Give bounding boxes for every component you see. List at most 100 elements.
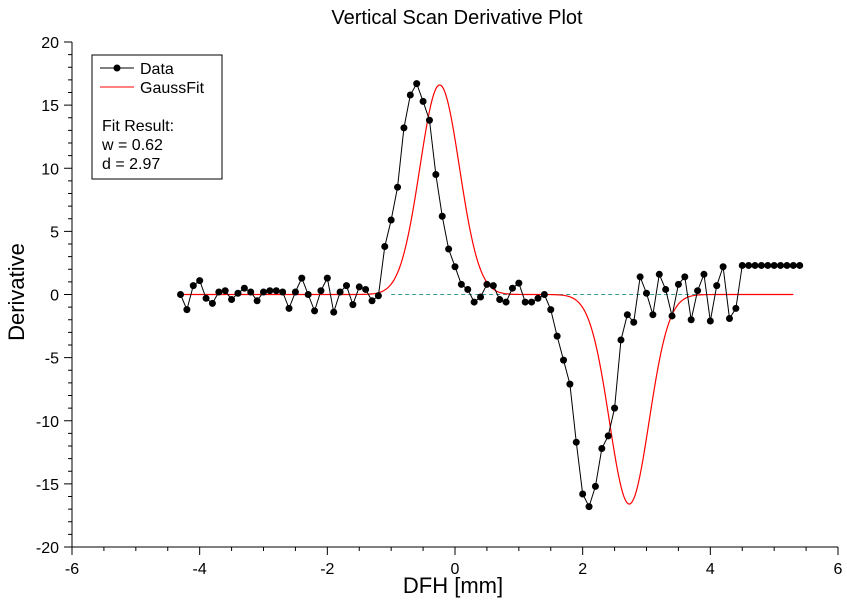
legend-data-label: Data bbox=[140, 61, 174, 78]
data-point bbox=[534, 294, 542, 302]
data-point bbox=[540, 291, 548, 298]
data-point bbox=[406, 91, 414, 99]
data-point bbox=[355, 283, 363, 291]
data-point bbox=[457, 280, 465, 288]
data-point bbox=[464, 285, 472, 293]
y-tick-label: -20 bbox=[36, 540, 59, 557]
data-point bbox=[770, 261, 778, 269]
data-point bbox=[202, 294, 210, 302]
data-point bbox=[330, 308, 338, 316]
data-line bbox=[180, 82, 800, 508]
data-point bbox=[630, 318, 638, 326]
data-point bbox=[617, 336, 625, 344]
data-point bbox=[317, 287, 325, 295]
y-tick-label: 15 bbox=[41, 98, 59, 115]
data-point bbox=[483, 280, 491, 288]
data-point bbox=[572, 438, 580, 446]
y-tick-label: -10 bbox=[36, 414, 59, 431]
fit-w-text: w = 0.62 bbox=[101, 137, 163, 154]
data-point bbox=[183, 306, 191, 314]
x-tick-label: 4 bbox=[706, 561, 715, 578]
data-point bbox=[655, 270, 663, 278]
data-point bbox=[738, 261, 746, 269]
data-point bbox=[796, 261, 804, 269]
data-point bbox=[196, 277, 204, 285]
data-point bbox=[694, 287, 702, 295]
data-point bbox=[381, 243, 389, 251]
data-point bbox=[432, 171, 440, 179]
data-point bbox=[489, 282, 497, 290]
y-tick-label: -5 bbox=[45, 351, 59, 368]
data-point bbox=[560, 356, 568, 364]
data-point bbox=[177, 291, 185, 298]
data-point bbox=[445, 245, 453, 253]
legend-gaussfit-label: GaussFit bbox=[140, 80, 205, 97]
data-point bbox=[719, 263, 727, 271]
data-point bbox=[291, 288, 299, 296]
data-point bbox=[323, 274, 331, 282]
data-point bbox=[732, 304, 740, 312]
data-point bbox=[528, 298, 536, 306]
data-layer bbox=[177, 80, 804, 511]
data-point bbox=[515, 279, 523, 287]
data-point bbox=[298, 274, 306, 282]
data-point bbox=[240, 284, 248, 292]
data-point bbox=[591, 482, 599, 490]
data-point bbox=[496, 296, 504, 304]
data-point bbox=[215, 288, 223, 296]
legend: Data GaussFit Fit Result: w = 0.62 d = 2… bbox=[91, 54, 223, 180]
fit-layer bbox=[180, 84, 794, 505]
data-point bbox=[400, 124, 408, 132]
data-point bbox=[374, 292, 382, 300]
data-point bbox=[668, 312, 676, 320]
x-tick-label: 2 bbox=[578, 561, 587, 578]
data-point bbox=[751, 261, 759, 269]
data-point bbox=[604, 432, 612, 440]
data-point bbox=[279, 288, 287, 296]
data-point bbox=[636, 273, 644, 281]
data-point bbox=[451, 263, 459, 271]
data-point bbox=[662, 285, 670, 293]
data-point bbox=[368, 297, 376, 305]
data-point bbox=[777, 261, 785, 269]
data-point bbox=[336, 288, 344, 296]
data-point bbox=[419, 97, 427, 105]
data-point bbox=[745, 261, 753, 269]
data-point bbox=[311, 307, 319, 315]
data-point bbox=[477, 293, 485, 301]
data-point bbox=[438, 212, 446, 220]
x-tick-label: 6 bbox=[834, 561, 843, 578]
x-tick-label: -6 bbox=[65, 561, 79, 578]
data-point bbox=[553, 332, 561, 340]
data-point bbox=[681, 273, 689, 281]
x-axis-label: DFH [mm] bbox=[403, 573, 503, 598]
data-point bbox=[611, 404, 619, 412]
data-point bbox=[234, 289, 242, 297]
y-tick-label: 20 bbox=[41, 35, 59, 52]
data-point bbox=[579, 490, 587, 498]
data-point bbox=[764, 261, 772, 269]
data-point bbox=[253, 297, 261, 305]
data-point bbox=[221, 287, 229, 295]
data-point bbox=[208, 299, 216, 307]
data-point bbox=[713, 282, 721, 290]
y-tick-label: -15 bbox=[36, 477, 59, 494]
legend-box bbox=[91, 54, 223, 180]
fit-d-text: d = 2.97 bbox=[102, 156, 160, 173]
data-point bbox=[674, 280, 682, 288]
data-point bbox=[362, 285, 370, 293]
data-point bbox=[623, 311, 631, 319]
legend-data-marker bbox=[113, 64, 121, 72]
data-point bbox=[394, 183, 402, 191]
y-tick-label: 10 bbox=[41, 161, 59, 178]
data-point bbox=[725, 314, 733, 322]
x-tick-label: -2 bbox=[320, 561, 334, 578]
y-axis-label: Derivative bbox=[4, 243, 29, 341]
data-point bbox=[783, 261, 791, 269]
data-point bbox=[387, 216, 395, 224]
data-point bbox=[342, 282, 350, 290]
data-point bbox=[470, 298, 478, 306]
data-point bbox=[260, 288, 267, 296]
